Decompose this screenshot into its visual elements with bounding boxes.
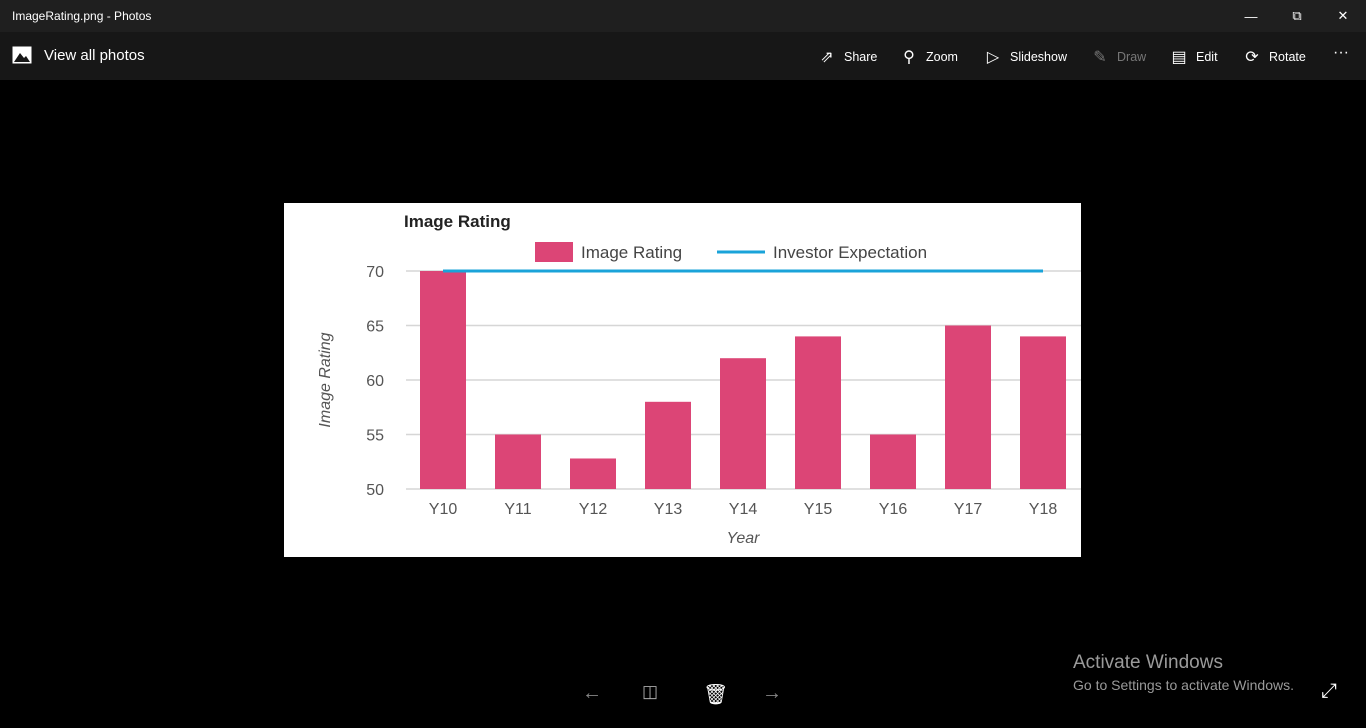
fullscreen-icon[interactable]: ⤢	[1321, 680, 1337, 702]
view-all-label: View all photos	[44, 46, 145, 64]
rotate-icon: ⟳	[1245, 49, 1259, 66]
close-icon[interactable]: ✕	[1337, 8, 1349, 23]
set-as-icon[interactable]: ◫	[642, 682, 659, 701]
bar-y16	[870, 434, 916, 489]
bar-y14	[720, 358, 766, 489]
legend-swatch-image-rating	[535, 242, 573, 262]
x-axis-label: Year	[727, 530, 761, 547]
minimize-icon[interactable]: —	[1244, 8, 1258, 24]
previous-arrow-icon[interactable]: ←	[582, 682, 602, 704]
share-label: Share	[844, 50, 878, 64]
draw-label: Draw	[1117, 50, 1147, 64]
chart-image: Image Rating Image Rating Investor Expec…	[284, 203, 1081, 557]
x-tick-label: Y16	[879, 501, 908, 518]
window-title: ImageRating.png - Photos	[12, 9, 152, 23]
y-tick-label: 70	[366, 264, 384, 281]
bar-y17	[945, 325, 991, 489]
edit-button[interactable]: ▤ Edit	[1169, 47, 1218, 67]
x-tick-label: Y17	[954, 501, 983, 518]
bar-y10	[420, 271, 466, 489]
x-tick-label: Y18	[1029, 501, 1058, 518]
pen-icon: ✎	[1093, 49, 1107, 66]
toolbar: View all photos ⇗ Share ⚲ Zoom ▷ Slideshow …	[0, 32, 1366, 80]
bar-y15	[795, 336, 841, 489]
rotate-label: Rotate	[1269, 50, 1306, 64]
restore-icon[interactable]: ⧉	[1292, 8, 1302, 23]
share-icon: ⇗	[820, 49, 834, 66]
edit-image-icon: ▤	[1171, 49, 1187, 66]
y-tick-label: 55	[366, 428, 384, 445]
x-tick-label: Y14	[729, 501, 758, 518]
photos-icon	[12, 46, 32, 64]
y-axis-label: Image Rating	[317, 332, 334, 427]
slideshow-button[interactable]: ▷ Slideshow	[983, 47, 1067, 67]
draw-button[interactable]: ✎ Draw	[1090, 47, 1146, 67]
activate-subtitle: Go to Settings to activate Windows.	[1073, 677, 1294, 693]
bar-y12	[570, 458, 616, 489]
view-all-photos-button[interactable]: View all photos	[12, 46, 145, 64]
title-bar: ImageRating.png - Photos — ⧉ ✕	[0, 0, 1366, 32]
edit-label: Edit	[1196, 50, 1218, 64]
bar-y11	[495, 434, 541, 489]
bar-chart: Image Rating Image Rating Investor Expec…	[317, 212, 1081, 547]
chart-title: Image Rating	[404, 212, 511, 231]
slideshow-icon: ▷	[986, 49, 1000, 66]
x-tick-label: Y10	[429, 501, 458, 518]
y-tick-label: 65	[366, 319, 384, 336]
x-tick-label: Y13	[654, 501, 683, 518]
slideshow-label: Slideshow	[1010, 50, 1067, 64]
legend-label-image-rating: Image Rating	[581, 243, 682, 262]
bar-y13	[645, 401, 691, 489]
y-tick-label: 50	[366, 482, 384, 499]
delete-icon[interactable]: 🗑	[703, 684, 729, 706]
x-tick-label: Y12	[579, 501, 608, 518]
x-tick-label: Y15	[804, 501, 833, 518]
x-tick-label: Y11	[504, 501, 531, 518]
legend-label-investor-expectation: Investor Expectation	[773, 243, 927, 262]
share-button[interactable]: ⇗ Share	[817, 47, 877, 67]
zoom-label: Zoom	[926, 50, 958, 64]
rotate-button[interactable]: ⟳ Rotate	[1242, 47, 1306, 67]
more-button[interactable]: ···	[1333, 44, 1349, 61]
y-tick-label: 60	[366, 373, 384, 390]
activate-title: Activate Windows	[1073, 652, 1223, 673]
activate-windows-watermark: Activate Windows Go to Settings to activ…	[1073, 652, 1294, 693]
bar-y18	[1020, 336, 1066, 489]
next-arrow-icon[interactable]: →	[762, 682, 782, 704]
zoom-out-icon: ⚲	[903, 49, 915, 66]
zoom-button[interactable]: ⚲ Zoom	[899, 47, 958, 67]
